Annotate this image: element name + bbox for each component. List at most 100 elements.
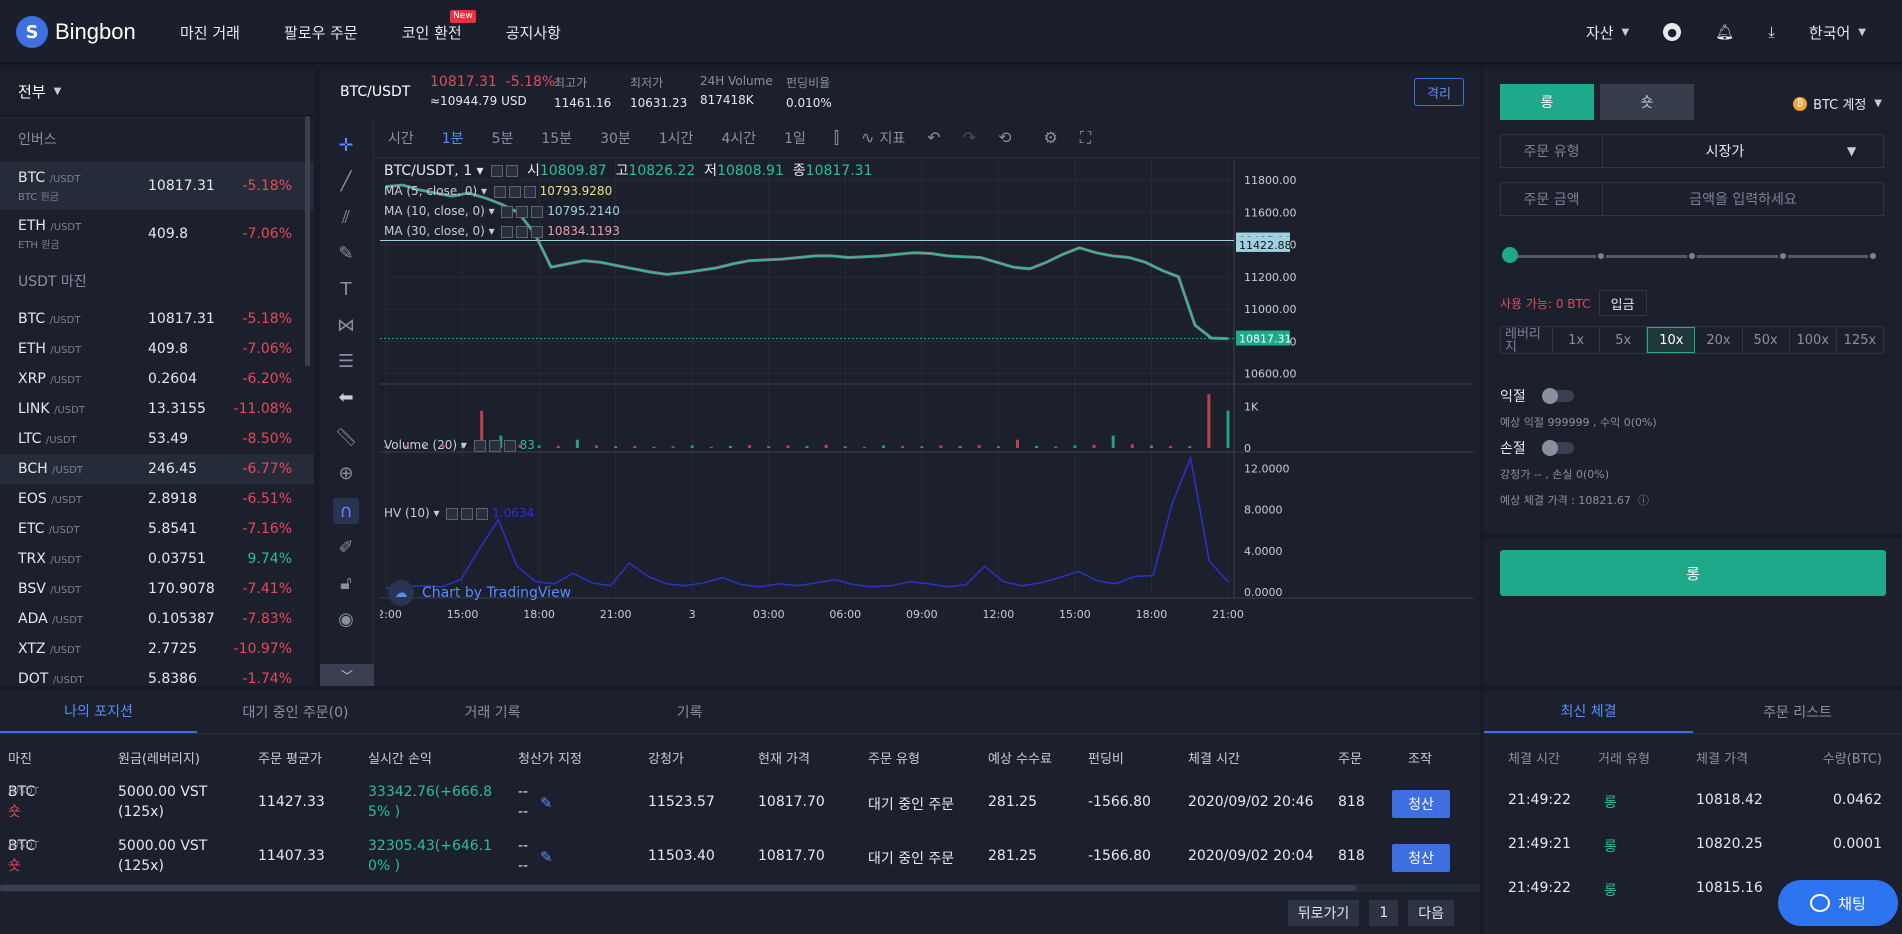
edit-icon[interactable]: ✎ [540, 848, 553, 866]
interval-5m[interactable]: 5분 [491, 130, 514, 147]
indicator-icon[interactable]: ∿ 지표 [861, 127, 906, 147]
market-row-bsv[interactable]: BSV /USDT 170.9078 -7.41% [0, 574, 314, 604]
order-amount-field[interactable]: 주문 금액 금액을 입력하세요 [1500, 182, 1884, 216]
tradingview-badge[interactable]: ☁ Chart by TradingView [388, 580, 571, 606]
tab-records[interactable]: 기록 [676, 704, 703, 721]
legend-ma10-close-icon[interactable] [531, 205, 544, 218]
settings-gear-icon[interactable]: ⚙ [1043, 128, 1058, 147]
toolbar-expand-icon[interactable]: ﹀ [320, 664, 374, 686]
market-row-btc[interactable]: BTC /USDT 10817.31 -5.18% [0, 304, 314, 334]
scrollbar-thumb[interactable] [0, 885, 1356, 891]
interval-4h[interactable]: 4시간 [721, 130, 757, 147]
market-row-xrp[interactable]: XRP /USDT 0.2604 -6.20% [0, 364, 314, 394]
legend-ma5-close-icon[interactable] [523, 185, 536, 198]
submit-long-button[interactable]: 롱 [1500, 550, 1886, 596]
nav-margin-trade[interactable]: 마진 거래 [180, 23, 240, 42]
notification-button[interactable]: 🔔︎ [1715, 23, 1734, 41]
tab-trade-history[interactable]: 거래 기록 [464, 704, 521, 721]
ruler-icon[interactable]: 📏︎ [334, 426, 358, 448]
slider-step-100[interactable] [1868, 251, 1878, 261]
market-row-btc[interactable]: BTC /USDT BTC 원금 10817.31 -5.18% [0, 162, 314, 210]
download-button[interactable]: ⤓ [1768, 23, 1775, 41]
close-position-button[interactable]: 청산 [1392, 790, 1450, 818]
tab-my-positions[interactable]: 나의 포지션 [0, 690, 197, 733]
isolated-mode-button[interactable]: 격리 [1414, 78, 1464, 106]
eye-icon[interactable]: ◉ [338, 608, 354, 630]
market-row-eth[interactable]: ETH /USDT ETH 원금 409.8 -7.06% [0, 210, 314, 258]
nav-coin-exchange[interactable]: 코인 환전 New [402, 9, 476, 43]
user-account-button[interactable]: ● [1663, 23, 1682, 41]
market-row-trx[interactable]: TRX /USDT 0.03751 9.74% [0, 544, 314, 574]
market-row-bch[interactable]: BCH /USDT 246.45 -6.77% [0, 454, 314, 484]
tab-order-list[interactable]: 주문 리스트 [1763, 704, 1832, 721]
stop-loss-toggle[interactable] [1541, 440, 1574, 456]
interval-30m[interactable]: 30분 [600, 130, 631, 147]
text-tool-icon[interactable]: T [340, 278, 352, 300]
fib-icon[interactable]: ⫽ [341, 206, 351, 228]
interval-1d[interactable]: 1일 [784, 130, 806, 147]
legend-hv-eye-icon[interactable] [446, 507, 459, 520]
legend-ma10-settings-icon[interactable] [516, 205, 529, 218]
market-row-link[interactable]: LINK /USDT 13.3155 -11.08% [0, 394, 314, 424]
measure-lines-icon[interactable]: ☰ [337, 350, 355, 372]
reset-icon[interactable]: ⟲ [998, 128, 1012, 147]
positions-horizontal-scrollbar[interactable] [0, 884, 1480, 892]
market-row-etc[interactable]: ETC /USDT 5.8541 -7.16% [0, 514, 314, 544]
leverage-125x[interactable]: 125x [1843, 332, 1877, 348]
trend-line-icon[interactable]: ╱ [340, 170, 352, 192]
info-icon[interactable]: ⓘ [1637, 494, 1649, 507]
take-profit-toggle[interactable] [1541, 388, 1574, 404]
account-select[interactable]: ₿ BTC 계정 ▼ [1793, 94, 1882, 113]
redo-icon[interactable]: ↷ [962, 128, 977, 147]
tab-latest-trades[interactable]: 최신 체결 [1484, 690, 1693, 733]
interval-15m[interactable]: 15분 [541, 130, 573, 147]
legend-volume-settings-icon[interactable] [488, 439, 501, 452]
market-row-eth[interactable]: ETH /USDT 409.8 -7.06% [0, 334, 314, 364]
lock-icon[interactable]: 🔓︎ [340, 572, 352, 594]
order-amount-input[interactable]: 금액을 입력하세요 [1689, 192, 1797, 208]
interval-1m[interactable]: 1분 [441, 130, 464, 147]
legend-volume-close-icon[interactable] [503, 439, 516, 452]
language-menu[interactable]: 한국어 ▼ [1809, 22, 1866, 43]
page-number[interactable]: 1 [1369, 900, 1399, 926]
order-type-select[interactable]: 주문 유형 시장가 ▼ [1500, 134, 1884, 168]
crosshair-icon[interactable]: ✛ [338, 134, 354, 156]
market-row-dot[interactable]: DOT /USDT 5.8386 -1.74% [0, 664, 314, 686]
brand-logo[interactable]: S Bingbon [16, 14, 136, 50]
deposit-button[interactable]: 입금 [1598, 290, 1647, 316]
zoom-in-icon[interactable]: ⊕ [338, 462, 354, 484]
brush-icon[interactable]: ✎ [338, 242, 354, 264]
legend-ma10-eye-icon[interactable] [501, 205, 514, 218]
interval-1h[interactable]: 1시간 [658, 130, 694, 147]
market-row-xtz[interactable]: XTZ /USDT 2.7725 -10.97% [0, 634, 314, 664]
slider-step-75[interactable] [1778, 251, 1788, 261]
legend-ma30-eye-icon[interactable] [501, 225, 514, 238]
slider-step-25[interactable] [1596, 251, 1606, 261]
legend-ma30-settings-icon[interactable] [516, 225, 529, 238]
leverage-100x[interactable]: 100x [1790, 327, 1837, 353]
short-tab[interactable]: 숏 [1600, 84, 1694, 120]
leverage-20x[interactable]: 20x [1695, 327, 1743, 353]
fullscreen-icon[interactable]: ⛶ [1079, 127, 1092, 147]
nav-notice[interactable]: 공지사항 [505, 23, 561, 42]
legend-hv-close-icon[interactable] [476, 507, 489, 520]
prev-page-button[interactable]: 뒤로가기 [1287, 900, 1360, 926]
slider-knob[interactable] [1502, 247, 1518, 263]
legend-ma30-close-icon[interactable] [531, 225, 544, 238]
lock-drawing-icon[interactable]: ✐ [338, 536, 354, 558]
slider-step-50[interactable] [1687, 251, 1697, 261]
candle-type-icon[interactable]: ⫿ [833, 127, 840, 147]
legend-volume-eye-icon[interactable] [473, 439, 486, 452]
close-position-button[interactable]: 청산 [1392, 844, 1450, 872]
amount-slider[interactable] [1502, 247, 1878, 264]
next-page-button[interactable]: 다음 [1408, 900, 1454, 926]
leverage-1x[interactable]: 1x [1553, 327, 1601, 353]
interval-time[interactable]: 시간 [388, 130, 414, 147]
magnet-icon[interactable]: ∩ [333, 498, 359, 524]
market-row-ada[interactable]: ADA /USDT 0.105387 -7.83% [0, 604, 314, 634]
undo-icon[interactable]: ↶ [927, 128, 941, 147]
nav-follow-order[interactable]: 팔로우 주문 [283, 23, 358, 42]
price-chart[interactable]: 12:00 15:00 18:00 21:00 3 03:00 06:00 09:00 12:0… [380, 160, 1474, 662]
assets-menu[interactable]: 자산 ▼ [1586, 22, 1629, 43]
long-tab[interactable]: 롱 [1500, 84, 1594, 120]
